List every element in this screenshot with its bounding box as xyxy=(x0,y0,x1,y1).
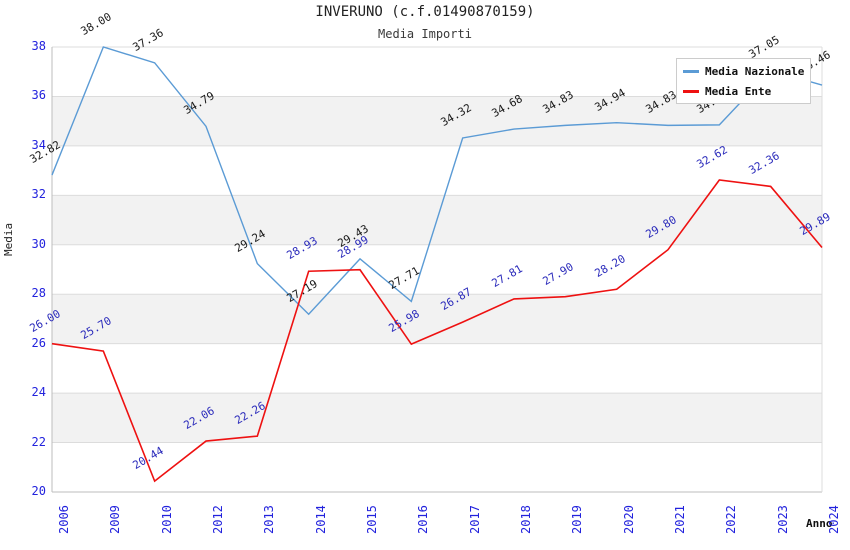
legend-item-media-ente[interactable]: Media Ente xyxy=(683,83,771,101)
y-tick-label: 20 xyxy=(31,484,46,498)
x-tick-label: 2009 xyxy=(108,505,123,534)
legend-color-swatch xyxy=(683,69,699,73)
x-tick-label: 2015 xyxy=(365,505,379,534)
x-tick-label: 2017 xyxy=(467,505,482,534)
x-tick-label: 2019 xyxy=(570,505,585,534)
x-tick-label: 2023 xyxy=(775,505,790,534)
x-tick-label: 2010 xyxy=(159,505,174,534)
legend-item-label: Media Ente xyxy=(705,85,772,98)
y-tick-label: 32 xyxy=(31,187,46,202)
y-tick-label: 28 xyxy=(31,286,46,301)
legend-item-media-nazionale[interactable]: Media Nazionale xyxy=(683,63,804,81)
y-axis-label: Media xyxy=(2,222,15,256)
y-tick-label: 26 xyxy=(31,335,46,350)
chart-subtitle: Media Importi xyxy=(378,27,472,41)
x-tick-label: 2022 xyxy=(724,505,739,534)
y-tick-label: 36 xyxy=(31,88,46,103)
y-tick-label: 30 xyxy=(31,236,46,251)
y-tick-label: 34 xyxy=(31,137,46,152)
y-tick-label: 24 xyxy=(31,385,46,400)
legend-color-swatch xyxy=(683,89,699,93)
x-tick-label: 2018 xyxy=(519,505,533,534)
legend-item-label: Media Nazionale xyxy=(705,65,805,78)
x-tick-label: 2012 xyxy=(211,505,225,534)
y-tick-label: 38 xyxy=(31,39,46,53)
x-tick-label: 2006 xyxy=(57,505,71,534)
x-tick-label: 2020 xyxy=(621,505,636,534)
chart-legend: Media Nazionale Media Ente xyxy=(676,58,811,104)
x-tick-label: 2014 xyxy=(313,505,328,534)
y-tick-label: 22 xyxy=(31,434,46,449)
x-tick-label: 2024 xyxy=(827,505,841,534)
x-tick-label: 2016 xyxy=(416,505,431,534)
x-tick-label: 2021 xyxy=(673,505,687,534)
chart-title: INVERUNO (c.f.01490870159) xyxy=(315,4,535,20)
x-axis-label: Anno xyxy=(806,517,833,530)
x-tick-label: 2013 xyxy=(262,505,277,534)
